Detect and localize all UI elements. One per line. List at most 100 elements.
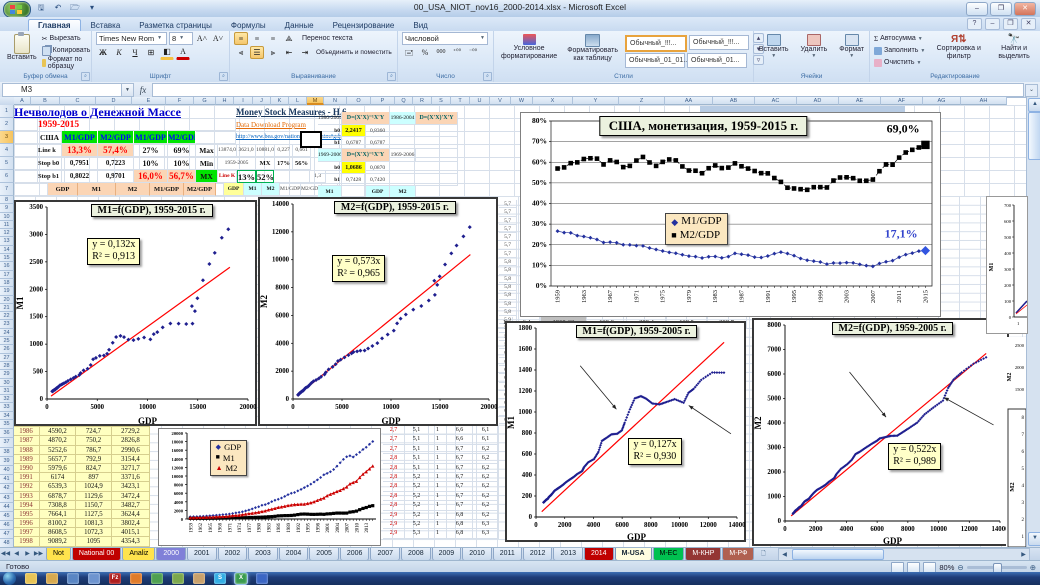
cell[interactable]: 6,3 bbox=[473, 529, 499, 539]
cell[interactable] bbox=[216, 183, 224, 196]
italic-button[interactable]: К bbox=[116, 48, 122, 57]
cell[interactable]: 1,3 bbox=[310, 170, 326, 183]
cell[interactable]: GDP bbox=[48, 183, 78, 196]
cell[interactable]: 1988 bbox=[14, 445, 40, 455]
column-header-X[interactable]: X bbox=[533, 97, 573, 105]
paste-button[interactable]: Вставить bbox=[4, 32, 40, 68]
cell[interactable]: 1959-2005 bbox=[218, 157, 256, 170]
cell[interactable]: 2,8 bbox=[383, 463, 405, 473]
cell[interactable]: 1969-2006 bbox=[390, 149, 416, 162]
column-header-J[interactable]: J bbox=[253, 97, 271, 105]
row-header-1[interactable]: 1 bbox=[0, 105, 14, 118]
column-header-N[interactable]: N bbox=[324, 97, 347, 105]
cell[interactable]: 1 bbox=[429, 510, 447, 520]
cell[interactable]: 5,7 bbox=[499, 208, 517, 217]
cell[interactable]: M1 bbox=[244, 183, 262, 196]
row-header-34[interactable]: 34 bbox=[0, 411, 14, 421]
taskbar-remote-desktop-icon[interactable] bbox=[88, 573, 100, 584]
cell[interactable] bbox=[14, 131, 38, 144]
book-restore-icon[interactable]: ❐ bbox=[1003, 18, 1018, 30]
cell[interactable]: M1/GDP bbox=[150, 183, 184, 196]
cell[interactable]: 5,7 bbox=[499, 200, 517, 209]
styles-scroll-down-icon[interactable]: ▾ bbox=[753, 44, 764, 54]
cell[interactable]: 6,7 bbox=[447, 491, 473, 502]
row-header-32[interactable]: 32 bbox=[0, 395, 14, 404]
percent-style-icon[interactable]: % bbox=[421, 48, 429, 57]
help-icon[interactable]: ? bbox=[967, 18, 982, 30]
cell[interactable]: 5,1 bbox=[405, 463, 429, 473]
row-header-9[interactable]: 9 bbox=[0, 204, 14, 213]
row-header-23[interactable]: 23 bbox=[0, 320, 14, 329]
column-header-S[interactable]: S bbox=[432, 97, 451, 105]
cell[interactable]: 3154,4 bbox=[112, 454, 150, 464]
cell[interactable] bbox=[390, 174, 458, 186]
cell[interactable]: 6,2 bbox=[473, 444, 499, 455]
merge-center-button[interactable]: Объединить и поместить в центре bbox=[316, 49, 393, 56]
bold-button[interactable]: Ж bbox=[99, 48, 107, 57]
cell[interactable]: 897 bbox=[76, 473, 112, 483]
font-dialog-launcher[interactable]: ⌕ bbox=[219, 72, 228, 81]
minimize-button[interactable]: – bbox=[966, 2, 988, 16]
column-header-O[interactable]: O bbox=[347, 97, 371, 105]
cell[interactable]: 6,8 bbox=[447, 510, 473, 520]
cell[interactable]: 0,661 bbox=[293, 144, 311, 157]
row-header-36[interactable]: 36 bbox=[0, 429, 14, 439]
taskbar-display-settings-icon[interactable] bbox=[67, 573, 79, 584]
cell[interactable]: 5,1 bbox=[405, 444, 429, 455]
zoom-slider[interactable] bbox=[966, 563, 1027, 574]
row-header-22[interactable]: 22 bbox=[0, 312, 14, 321]
cell[interactable] bbox=[14, 183, 48, 196]
cell[interactable] bbox=[390, 137, 458, 149]
cell[interactable]: 6,2 bbox=[473, 463, 499, 473]
cell[interactable]: GDP bbox=[224, 183, 244, 196]
format-cells-button[interactable]: Формат ▼ bbox=[836, 33, 867, 60]
row-headers[interactable]: 1 2 3 4 5 6 7 8 9 10 11 12 13 14 15 16 17 18 19 20 21 22 23 24 2… bbox=[0, 105, 14, 547]
row-header-48[interactable]: 48 bbox=[0, 539, 14, 547]
row-header-28[interactable]: 28 bbox=[0, 361, 14, 371]
cell[interactable]: M2/GDP bbox=[184, 183, 216, 196]
cell[interactable]: 6,7 bbox=[447, 472, 473, 483]
row-header-47[interactable]: 47 bbox=[0, 530, 14, 540]
cell[interactable]: 2,8 bbox=[383, 454, 405, 464]
cell[interactable]: 1986 bbox=[14, 427, 40, 437]
conditional-formatting-button[interactable]: Условное форматирование bbox=[498, 33, 560, 68]
cell[interactable]: 10% bbox=[134, 157, 168, 170]
cell[interactable]: 6,1 bbox=[473, 435, 499, 445]
cut-button[interactable]: ✂ Вырезать bbox=[41, 35, 81, 43]
cell[interactable]: 2,2417 bbox=[342, 125, 366, 137]
column-header-E[interactable]: E bbox=[132, 97, 166, 105]
number-dialog-launcher[interactable]: ⌕ bbox=[483, 72, 492, 81]
cell[interactable]: 1 bbox=[429, 444, 447, 455]
book-minimize-icon[interactable]: – bbox=[985, 18, 1000, 30]
cell[interactable] bbox=[196, 131, 236, 144]
row-header-6[interactable]: 6 bbox=[0, 170, 14, 183]
cell-style-1[interactable]: Обычный_!!!... bbox=[625, 35, 687, 52]
cell[interactable]: 4354,3 bbox=[112, 537, 150, 547]
hscroll-left-icon[interactable]: ◀ bbox=[782, 552, 787, 558]
cell[interactable]: 10881,0 bbox=[256, 144, 275, 157]
cell[interactable]: 5,3 bbox=[405, 529, 429, 539]
clear-button[interactable]: Очистить ▼ bbox=[874, 57, 925, 68]
row-header-27[interactable]: 27 bbox=[0, 353, 14, 362]
column-header-G[interactable]: G bbox=[194, 97, 216, 105]
cell[interactable]: 1991 bbox=[14, 473, 40, 483]
cell[interactable]: 5252,6 bbox=[40, 445, 76, 455]
column-header-T[interactable]: T bbox=[451, 97, 470, 105]
cell[interactable]: 6174 bbox=[40, 473, 76, 483]
cell[interactable]: 6539,3 bbox=[40, 482, 76, 492]
taskbar-skype-icon[interactable]: S bbox=[214, 573, 226, 584]
row-header-7[interactable]: 7 bbox=[0, 183, 14, 196]
cell[interactable]: 1150,7 bbox=[76, 500, 112, 510]
cell[interactable]: 5,7 bbox=[499, 224, 517, 234]
cell[interactable]: 1 bbox=[429, 519, 447, 530]
cell[interactable]: 6,8 bbox=[447, 519, 473, 530]
cell[interactable]: 6,2 bbox=[473, 501, 499, 511]
align-left-icon[interactable]: ⫷ bbox=[238, 48, 244, 57]
cell[interactable]: 6,7 bbox=[447, 463, 473, 473]
cell[interactable]: 0,227 bbox=[275, 144, 293, 157]
cell[interactable]: 4590,2 bbox=[40, 427, 76, 437]
sort-filter-button[interactable]: Я⇅ Сортировка и фильтр bbox=[936, 34, 981, 60]
delete-cells-button[interactable]: Удалить ▼ bbox=[798, 33, 831, 60]
cell[interactable]: 1129,6 bbox=[76, 491, 112, 501]
taskbar-filezilla-icon[interactable]: Fz bbox=[109, 573, 121, 584]
